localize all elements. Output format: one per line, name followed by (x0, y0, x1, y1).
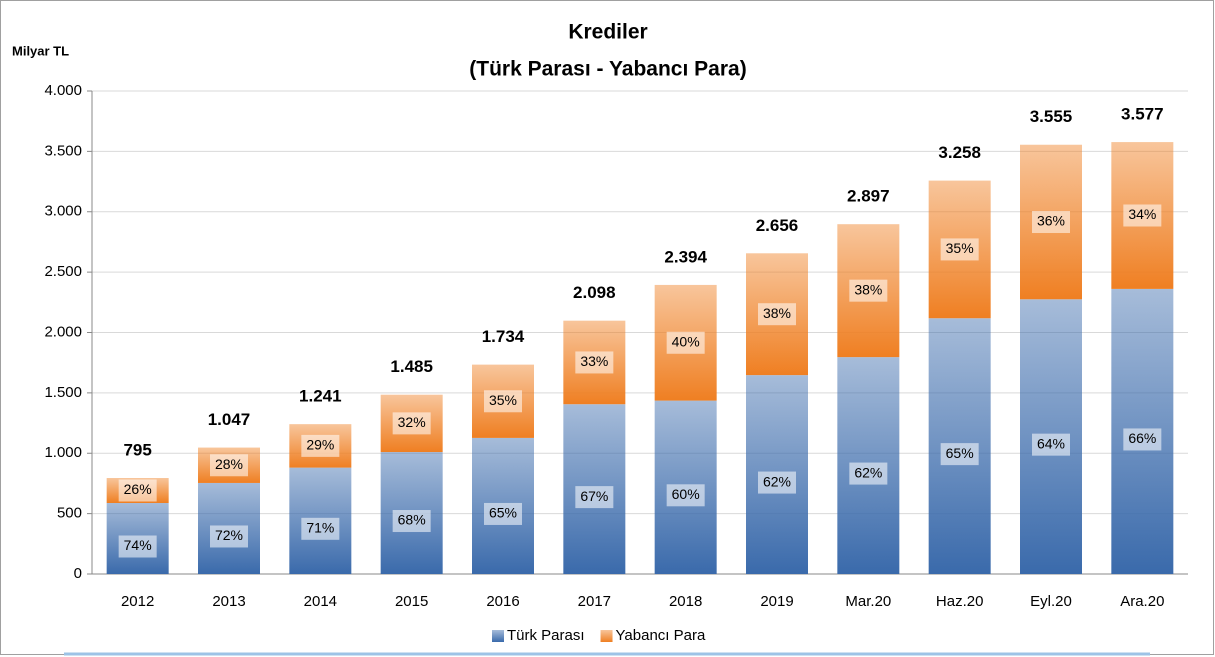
data-label-box (301, 517, 340, 540)
x-tick-label: 2015 (395, 593, 428, 610)
x-tick-label: 2019 (760, 593, 793, 610)
x-tick-label: 2016 (486, 593, 519, 610)
total-label: 3.258 (938, 143, 981, 162)
data-label: 71% (306, 520, 334, 536)
data-label-box (210, 525, 248, 548)
data-label-box (1123, 428, 1162, 451)
data-label-box (666, 484, 705, 507)
legend-label: Türk Parası (507, 627, 585, 644)
y-tick-label: 2.500 (44, 263, 82, 280)
data-label: 28% (215, 456, 243, 472)
data-label-box (301, 434, 340, 457)
total-label: 1.734 (482, 327, 525, 346)
data-label-box (575, 486, 614, 509)
x-tick-label: 2014 (304, 593, 337, 610)
data-label-box (484, 390, 522, 413)
data-label: 74% (124, 537, 152, 553)
y-tick-label: 3.500 (44, 142, 82, 159)
legend-label: Yabancı Para (616, 627, 706, 644)
total-label: 2.394 (664, 247, 707, 266)
x-tick-label: Eyl.20 (1030, 593, 1072, 610)
data-label: 38% (763, 305, 791, 321)
y-tick-label: 3.000 (44, 203, 82, 220)
data-label: 60% (672, 486, 700, 502)
data-label: 33% (580, 353, 608, 369)
data-label-box (849, 462, 888, 485)
x-tick-label: Ara.20 (1120, 593, 1164, 610)
data-label: 26% (124, 481, 152, 497)
data-label: 38% (854, 281, 882, 297)
data-label-box (940, 443, 979, 466)
data-label: 64% (1037, 435, 1065, 451)
y-tick-label: 4.000 (44, 82, 82, 99)
total-label: 1.047 (208, 410, 251, 429)
x-tick-label: 2018 (669, 593, 702, 610)
x-tick-label: 2012 (121, 593, 154, 610)
legend-swatch (600, 630, 613, 642)
total-label: 1.485 (390, 357, 433, 376)
y-axis-label: Milyar TL (12, 43, 69, 58)
x-tick-label: 2013 (212, 593, 245, 610)
total-label: 795 (123, 440, 151, 459)
legend-swatch (492, 630, 504, 642)
data-label: 35% (489, 392, 517, 408)
chart-subtitle: (Türk Parası - Yabancı Para) (469, 58, 746, 81)
data-label: 36% (1037, 213, 1065, 229)
x-tick-label: Haz.20 (936, 593, 984, 610)
data-label-box (666, 331, 705, 354)
data-label-box (118, 535, 157, 558)
data-label: 65% (489, 505, 517, 521)
data-label: 29% (306, 437, 334, 453)
chart-title: Krediler (568, 21, 647, 44)
y-tick-label: 500 (57, 505, 82, 522)
data-label: 34% (1128, 206, 1156, 222)
data-label: 72% (215, 527, 243, 543)
total-label: 2.897 (847, 187, 890, 206)
data-label: 35% (946, 240, 974, 256)
x-tick-label: 2017 (578, 593, 611, 610)
data-label-box (940, 238, 979, 261)
y-tick-label: 1.500 (44, 384, 82, 401)
data-label-box (1032, 211, 1070, 234)
data-label: 40% (672, 333, 700, 349)
data-label-box (392, 510, 431, 533)
y-tick-label: 1.000 (44, 444, 82, 461)
data-label: 65% (946, 445, 974, 461)
y-tick-label: 0 (74, 565, 82, 582)
x-tick-label: Mar.20 (845, 593, 891, 610)
data-label: 67% (580, 488, 608, 504)
data-label: 66% (1128, 430, 1156, 446)
data-label-box (118, 479, 157, 502)
data-label-box (575, 351, 614, 374)
total-label: 2.098 (573, 283, 616, 302)
total-label: 1.241 (299, 387, 342, 406)
data-label-box (484, 502, 522, 525)
y-tick-label: 2.000 (44, 323, 82, 340)
data-label-box (210, 454, 248, 477)
total-label: 3.555 (1030, 107, 1073, 126)
data-label-box (1123, 204, 1162, 227)
data-label-box (392, 412, 431, 435)
data-label: 62% (854, 464, 882, 480)
data-label-box (849, 279, 888, 302)
data-label-box (758, 471, 796, 494)
total-label: 3.577 (1121, 105, 1164, 124)
data-label: 62% (763, 473, 791, 489)
data-label: 68% (398, 512, 426, 528)
total-label: 2.656 (756, 216, 799, 235)
data-label-box (1032, 433, 1070, 456)
data-label: 32% (398, 414, 426, 430)
data-label-box (758, 303, 796, 326)
